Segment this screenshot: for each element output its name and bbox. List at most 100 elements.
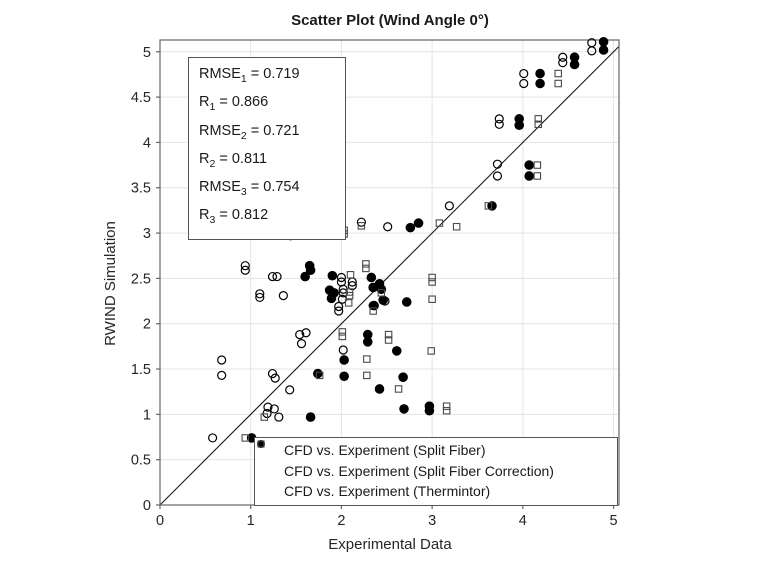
stats-line: RMSE2 = 0.721 xyxy=(199,122,300,142)
y-tick-label: 4 xyxy=(143,135,151,151)
scatter-point-open-square xyxy=(315,371,324,380)
scatter-point-filled-circle xyxy=(378,295,388,305)
y-tick-label: 1 xyxy=(143,407,151,423)
legend-item-label: CFD vs. Experiment (Thermintor) xyxy=(284,483,491,500)
scatter-point-open-square xyxy=(534,120,543,129)
scatter-point-open-square xyxy=(338,328,347,336)
scatter-point-open-circle xyxy=(336,272,347,283)
scatter-point-filled-circle xyxy=(339,371,349,382)
y-tick-label: 2 xyxy=(143,317,151,333)
scatter-point-filled-circle xyxy=(524,160,534,170)
stats-line: R3 = 0.812 xyxy=(199,207,269,227)
scatter-point-filled-circle xyxy=(535,68,545,79)
scatter-point-open-circle xyxy=(334,306,344,316)
scatter-point-open-circle xyxy=(492,171,503,181)
scatter-point-open-square xyxy=(554,69,562,78)
scatter-point-open-circle xyxy=(519,78,529,89)
scatter-point-open-square xyxy=(534,115,543,123)
stats-line: R1 = 0.866 xyxy=(199,94,269,114)
scatter-point-filled-circle xyxy=(326,293,337,304)
scatter-point-open-square xyxy=(435,219,444,227)
scatter-point-filled-circle xyxy=(399,404,409,414)
scatter-point-filled-circle xyxy=(391,346,402,356)
scatter-point-open-circle xyxy=(208,433,218,443)
x-tick-label: 2 xyxy=(337,513,345,529)
scatter-point-open-square xyxy=(344,299,353,307)
scatter-point-filled-circle xyxy=(362,337,373,347)
scatter-point-open-circle xyxy=(296,339,307,349)
scatter-point-open-circle xyxy=(269,404,279,414)
scatter-point-open-circle xyxy=(272,271,282,282)
scatter-point-open-circle xyxy=(295,329,305,340)
legend: CFD vs. Experiment (Split Fiber) CFD vs. … xyxy=(254,437,618,506)
chart-title: Scatter Plot (Wind Angle 0°) xyxy=(291,12,489,29)
scatter-point-filled-circle xyxy=(569,59,580,70)
scatter-point-open-square xyxy=(346,271,355,279)
scatter-point-open-circle xyxy=(255,289,265,299)
scatter-point-open-square xyxy=(533,161,542,169)
scatter-point-open-circle xyxy=(270,373,280,383)
scatter-point-open-square xyxy=(442,406,451,415)
scatter-point-open-circle xyxy=(558,58,568,68)
scatter-point-open-circle xyxy=(263,402,273,412)
scatter-point-filled-circle xyxy=(339,355,349,365)
scatter-point-open-circle xyxy=(217,355,227,365)
legend-item-label: CFD vs. Experiment (Split Fiber) xyxy=(284,442,486,459)
scatter-point-open-circle xyxy=(255,292,265,303)
x-axis-label: Experimental Data xyxy=(328,536,452,553)
scatter-point-open-circle xyxy=(494,119,504,129)
scatter-point-open-circle xyxy=(558,52,568,62)
x-tick-label: 4 xyxy=(519,513,527,529)
scatter-point-filled-circle xyxy=(598,45,609,55)
scatter-point-open-circle xyxy=(338,345,348,355)
x-tick-label: 0 xyxy=(156,513,164,529)
scatter-point-filled-circle xyxy=(514,120,525,131)
y-tick-label: 5 xyxy=(143,45,151,61)
scatter-point-open-circle xyxy=(444,201,454,211)
scatter-point-filled-circle xyxy=(305,412,316,422)
scatter-point-open-circle xyxy=(274,412,284,422)
y-tick-label: 2.5 xyxy=(131,271,151,287)
y-tick-label: 3 xyxy=(143,226,151,242)
scatter-point-open-square xyxy=(377,289,386,297)
scatter-point-open-circle xyxy=(519,68,529,79)
scatter-point-filled-circle xyxy=(401,297,412,307)
stats-line: RMSE3 = 0.754 xyxy=(199,179,300,199)
scatter-point-open-square xyxy=(428,278,436,286)
scatter-point-filled-circle xyxy=(313,368,323,379)
scatter-point-filled-circle xyxy=(305,265,316,276)
y-tick-label: 0.5 xyxy=(131,453,151,469)
scatter-point-open-circle xyxy=(267,271,278,282)
scatter-point-filled-circle xyxy=(300,271,310,282)
scatter-point-open-square xyxy=(427,347,435,355)
x-tick-label: 1 xyxy=(247,513,255,529)
scatter-point-open-circle xyxy=(278,291,288,301)
scatter-point-open-circle xyxy=(285,385,295,395)
scatter-point-open-square xyxy=(554,79,562,88)
legend-item-label: CFD vs. Experiment (Split Fiber Correcti… xyxy=(284,462,554,479)
scatter-point-open-square xyxy=(428,295,436,303)
scatter-point-open-circle xyxy=(301,328,311,338)
scatter-point-open-square xyxy=(363,371,371,380)
legend-item: CFD vs. Experiment (Thermintor) xyxy=(257,440,612,502)
scatter-point-open-square xyxy=(369,307,377,315)
scatter-point-open-square xyxy=(428,273,436,282)
scatter-point-filled-circle xyxy=(424,405,435,416)
scatter-point-open-square xyxy=(384,336,393,344)
stats-box: RMSE1 = 0.719 R1 = 0.866 RMSE2 = 0.721 R2 =… xyxy=(188,57,346,240)
scatter-point-open-square xyxy=(484,202,493,210)
scatter-point-filled-circle xyxy=(405,222,416,233)
scatter-point-open-square xyxy=(394,385,403,393)
y-tick-label: 1.5 xyxy=(131,362,151,378)
y-axis-label: RWIND Simulation xyxy=(102,221,119,346)
scatter-point-open-circle xyxy=(217,370,227,380)
scatter-point-open-circle xyxy=(267,368,278,379)
scatter-point-open-square xyxy=(533,172,542,180)
legend-item: CFD vs. Experiment (Split Fiber Correcti… xyxy=(257,440,612,482)
scatter-point-filled-circle xyxy=(369,300,379,311)
scatter-point-open-square xyxy=(260,413,269,421)
scatter-point-filled-circle xyxy=(398,372,408,382)
scatter-point-filled-circle xyxy=(524,171,534,181)
scatter-point-filled-circle xyxy=(535,78,545,89)
